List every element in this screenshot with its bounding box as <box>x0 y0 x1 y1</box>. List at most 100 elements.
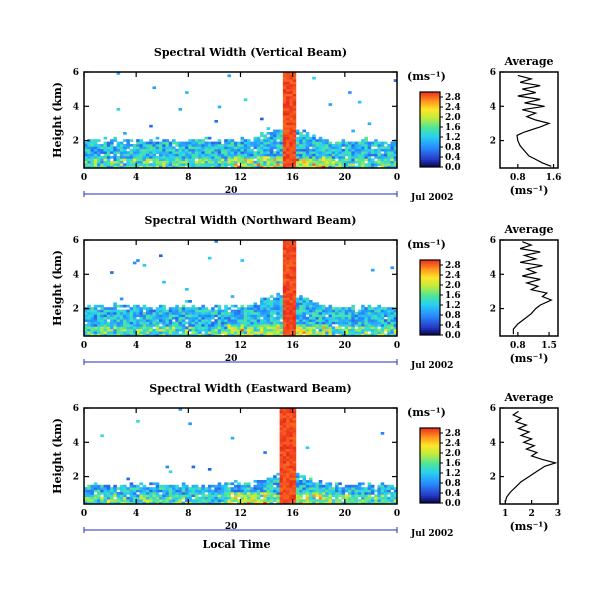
heatmap-cell <box>367 153 372 157</box>
heatmap-cell <box>149 158 153 162</box>
heatmap-cell <box>142 165 147 169</box>
heatmap-cell <box>289 487 293 490</box>
colorbar-tick-label: 1.2 <box>445 469 461 479</box>
heatmap-cell <box>380 144 385 147</box>
heatmap-cell <box>312 165 316 169</box>
heatmap-cell <box>292 465 297 469</box>
heatmap-cell <box>253 484 258 488</box>
heatmap-cell <box>292 408 297 411</box>
heatmap-cell <box>227 158 232 162</box>
heatmap-cell <box>158 326 163 330</box>
heatmap-cell <box>126 328 130 332</box>
heatmap-cell <box>217 319 222 322</box>
heatmap-cell <box>106 158 111 162</box>
heatmap-cell <box>132 331 137 334</box>
heatmap-cell <box>318 163 323 166</box>
heatmap-cell <box>331 307 336 310</box>
heatmap-cell <box>351 328 355 332</box>
heatmap-cell <box>286 242 290 246</box>
colorbar-tick-label: 0.0 <box>445 499 461 509</box>
heatmap-cell <box>302 304 307 308</box>
heatmap-cell <box>220 316 225 320</box>
heatmap-cell <box>198 312 202 315</box>
heatmap-cell <box>142 499 147 502</box>
heatmap-cell <box>191 316 196 320</box>
heatmap-cell <box>129 492 134 495</box>
heatmap-cell <box>286 465 290 469</box>
heatmap-cell <box>331 160 336 164</box>
heatmap-cell <box>263 328 267 332</box>
heatmap-cell <box>152 331 157 334</box>
heatmap-cell <box>103 151 108 154</box>
heatmap-cell <box>302 300 307 303</box>
heatmap-cell <box>292 88 297 92</box>
heatmap-cell <box>338 309 342 313</box>
heatmap-cell <box>175 314 179 318</box>
heatmap-cell <box>194 160 199 164</box>
heatmap-cell <box>308 165 313 169</box>
heatmap-cell <box>361 148 365 152</box>
profile-title: Average <box>503 223 553 236</box>
heatmap-cell <box>269 477 274 481</box>
heatmap-cell <box>247 482 251 486</box>
heatmap-cell <box>364 487 368 490</box>
heatmap-cell <box>207 316 212 320</box>
heatmap-cell <box>312 312 316 315</box>
heatmap-cell <box>286 496 290 500</box>
heatmap-cell <box>374 151 378 154</box>
heatmap-cell <box>116 144 121 147</box>
heatmap-cell <box>318 165 323 169</box>
heatmap-cell <box>185 309 189 313</box>
heatmap-cell <box>322 307 326 310</box>
heatmap-cell <box>220 153 225 157</box>
heatmap-cell <box>152 144 157 147</box>
heatmap-cell <box>286 105 290 109</box>
heatmap-cell <box>132 151 137 154</box>
heatmap-cell <box>113 484 117 488</box>
heatmap-cell <box>364 501 368 505</box>
heatmap-cell <box>367 158 372 162</box>
heatmap-cell <box>276 132 280 135</box>
heatmap-cell <box>299 132 303 135</box>
heatmap-cell <box>341 316 346 320</box>
heatmap-cell <box>380 494 385 498</box>
heatmap-cell <box>256 148 261 152</box>
heatmap-cell <box>201 160 205 164</box>
heatmap-cell <box>279 434 284 438</box>
heatmap-cell <box>119 484 124 488</box>
y-tick-label: 6 <box>73 68 79 78</box>
heatmap-cell <box>253 492 258 495</box>
heatmap-cell <box>344 319 349 322</box>
heatmap-cell <box>185 307 189 310</box>
heatmap-cell <box>282 477 287 481</box>
heatmap-cell <box>178 326 183 330</box>
heatmap-cell <box>152 148 157 152</box>
heatmap-cell <box>351 129 355 133</box>
heatmap-cell <box>110 163 114 166</box>
heatmap-cell <box>331 148 336 152</box>
heatmap-cell <box>243 316 248 320</box>
heatmap-cell <box>113 499 117 502</box>
heatmap-cell <box>387 148 391 152</box>
heatmap-cell <box>263 300 267 303</box>
heatmap-cell <box>132 312 137 315</box>
heatmap-cell <box>110 151 114 154</box>
heatmap-cell <box>331 144 336 147</box>
heatmap-cell <box>237 494 241 498</box>
heatmap-cell <box>93 163 98 166</box>
heatmap-cell <box>289 444 293 447</box>
heatmap-cell <box>361 316 365 320</box>
heatmap-cell <box>106 333 111 337</box>
heatmap-cell <box>393 160 398 164</box>
heatmap-cell <box>341 319 346 322</box>
heatmap-cell <box>383 489 388 493</box>
heatmap-cell <box>344 312 349 315</box>
heatmap-cell <box>93 165 98 169</box>
heatmap-cell <box>97 496 101 500</box>
heatmap-cell <box>123 316 127 320</box>
heatmap-cell <box>256 144 261 147</box>
heatmap-cell <box>295 499 300 502</box>
heatmap-cell <box>357 151 362 154</box>
heatmap-cell <box>188 321 192 325</box>
heatmap-cell <box>263 333 267 337</box>
